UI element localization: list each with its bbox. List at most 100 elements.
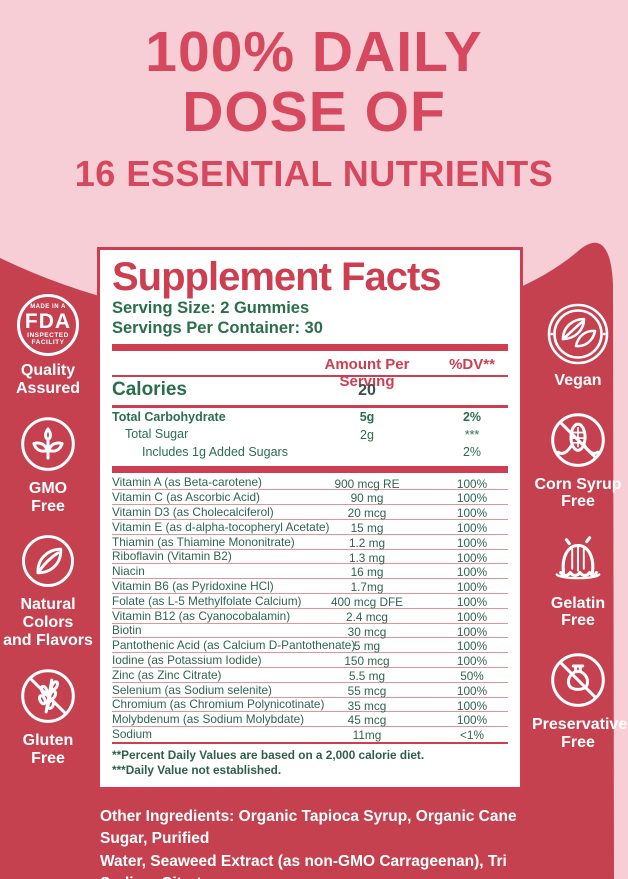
badge-label-line: Free (561, 612, 595, 630)
gmo-free-icon (18, 414, 78, 474)
table-row: Pantothenic Acid (as Calcium D-Pantothen… (112, 638, 508, 653)
nutrient-dv: 100% (456, 535, 488, 550)
nutrient-dv: 100% (456, 683, 488, 698)
table-row: Iodine (as Potassium Iodide) 150 mcg 100% (112, 653, 508, 668)
badge-label: Quality Assured (2, 362, 94, 397)
table-row: Vitamin C (as Ascorbic Acid) 90 mg 100% (112, 490, 508, 505)
nutrient-name: Biotin (112, 623, 142, 638)
divider-thick (112, 344, 508, 352)
badge-label: GMO Free (2, 480, 94, 515)
nutrient-dv: 100% (456, 654, 488, 669)
nutrient-amount: 55 mcg (347, 683, 387, 698)
fda-badge-text: FDA (24, 310, 72, 333)
nutrient-name: Folate (as L-5 Methylfolate Calcium) (112, 593, 302, 608)
nutrient-amount: 2.4 mcg (346, 609, 388, 624)
badge-quality-assured: MADE IN A FDA INSPECTED FACILITY Quality… (2, 294, 94, 397)
nutrient-dv: 100% (456, 491, 488, 506)
preservative-free-icon (548, 650, 608, 710)
badge-label-line: Free (31, 749, 65, 767)
badge-label: Vegan (532, 372, 624, 390)
table-row: Vitamin A (as Beta-carotene) 900 mcg RE 10… (112, 475, 508, 491)
natural-leaf-icon (19, 532, 77, 590)
nutrient-amount: 5.5 mg (348, 668, 386, 683)
table-row: Folate (as L-5 Methylfolate Calcium) 400 … (112, 594, 508, 609)
badge-label-line: Assured (15, 379, 81, 397)
nutrient-amount: 1.3 mg (348, 550, 386, 565)
footnote-dv: **Percent Daily Values are based on a 2,… (112, 747, 425, 762)
nutrient-name: Includes 1g Added Sugars (142, 444, 288, 459)
badge-label: Natural Colors and Flavors (2, 596, 94, 649)
table-row: Vitamin D3 (as Cholecalciferol) 20 mcg 100… (112, 505, 508, 520)
nutrient-table: Vitamin A (as Beta-carotene) 900 mcg RE 10… (112, 475, 508, 742)
nutrient-dv: 100% (456, 506, 488, 521)
nutrient-dv: *** (464, 427, 480, 442)
nutrient-dv: 100% (456, 639, 488, 654)
nutrient-name: Total Carbohydrate (112, 409, 226, 424)
nutrient-amount: 30 mcg (347, 624, 387, 639)
nutrient-dv: 100% (456, 550, 488, 565)
table-row: Sodium 11mg <1% (112, 727, 508, 742)
badge-label-line: and Flavors (3, 631, 93, 649)
badge-label-line: Gluten (22, 732, 74, 750)
divider-medium (112, 741, 508, 744)
table-row: Vitamin B6 (as Pyridoxine HCl) 1.7mg 100% (112, 579, 508, 594)
nutrient-name: Niacin (112, 564, 145, 579)
other-ingredients: Other Ingredients: Organic Tapioca Syrup… (100, 806, 536, 879)
nutrient-name: Vitamin A (as Beta-carotene) (112, 475, 262, 490)
badge-column-left: MADE IN A FDA INSPECTED FACILITY Quality… (0, 294, 96, 767)
calories-label: Calories (112, 379, 187, 401)
calories-row: Calories 20 (112, 379, 508, 405)
badge-label: Gelatin Free (532, 595, 624, 630)
badge-label: Gluten Free (2, 732, 94, 767)
badge-label-line: Gelatin (550, 594, 606, 612)
badge-label-line: Colors (22, 613, 74, 631)
serving-size: Serving Size: 2 Gummies (112, 298, 310, 317)
other-ingredients-line: Other Ingredients: Organic Tapioca Syrup… (100, 808, 517, 848)
table-row: Total Sugar 2g *** (112, 426, 508, 444)
nutrient-dv: <1% (460, 728, 484, 743)
table-row: Chromium (as Chromium Polynicotinate) 35 … (112, 697, 508, 713)
amount-column-header: Amount Per Serving (324, 356, 410, 391)
nutrient-name: Sodium (112, 727, 152, 742)
nutrient-name: Molybdenum (as Sodium Molybdate) (112, 712, 305, 727)
gelatin-free-icon (547, 531, 609, 589)
nutrient-amount: 15 mg (350, 520, 384, 535)
divider-medium (112, 405, 508, 409)
nutrient-name: Total Sugar (125, 427, 189, 442)
macro-rows: Total Carbohydrate 5g 2% Total Sugar 2g … (112, 408, 508, 461)
headline-line1: 100% DAILY (145, 20, 483, 84)
nutrient-amount: 11mg (352, 728, 382, 743)
badge-label-line: GMO (28, 480, 68, 498)
corn-syrup-free-icon (548, 410, 608, 470)
badge-label-line: Corn Syrup (534, 475, 622, 493)
nutrient-dv: 100% (456, 476, 488, 491)
other-ingredients-line: Water, Seaweed Extract (as non-GMO Carra… (100, 852, 507, 879)
badge-label: Corn Syrup Free (532, 476, 624, 511)
table-row: Riboflavin (Vitamin B2) 1.3 mg 100% (112, 549, 508, 565)
nutrient-amount: 5g (359, 410, 375, 425)
badge-label-line: Quality (20, 362, 76, 379)
badge-label: Preservative Free (532, 716, 627, 751)
nutrient-name: Vitamin B6 (as Pyridoxine HCl) (112, 579, 274, 594)
nutrient-dv: 100% (456, 565, 488, 580)
table-row: Vitamin E (as d-alpha-tocopheryl Acetate… (112, 520, 508, 535)
nutrient-dv: 50% (460, 668, 484, 683)
headline: 100% DAILY DOSE OF 16 ESSENTIAL NUTRIENT… (0, 22, 628, 195)
badge-natural-colors-flavors: Natural Colors and Flavors (2, 532, 94, 649)
table-row: Vitamin B12 (as Cyanocobalamin) 2.4 mcg 10… (112, 609, 508, 624)
nutrient-dv: 100% (456, 609, 488, 624)
table-row: Includes 1g Added Sugars 2% (112, 443, 508, 461)
dv-column-header: %DV** (449, 356, 495, 374)
badge-label-line: Free (561, 733, 595, 751)
nutrient-amount: 1.2 mg (348, 535, 386, 550)
footnote-not-established: ***Daily Value not established. (112, 762, 282, 777)
nutrient-dv: 100% (456, 594, 488, 609)
nutrient-name: Chromium (as Chromium Polynicotinate) (112, 697, 325, 712)
fda-badge-text: INSPECTED (27, 332, 69, 339)
badge-gmo-free: GMO Free (2, 414, 94, 515)
nutrient-name: Vitamin D3 (as Cholecalciferol) (112, 505, 274, 520)
fda-badge-icon: MADE IN A FDA INSPECTED FACILITY (17, 294, 79, 356)
badge-label-line: Natural (20, 596, 76, 614)
nutrient-dv: 100% (456, 698, 488, 713)
divider-thin (112, 375, 508, 378)
